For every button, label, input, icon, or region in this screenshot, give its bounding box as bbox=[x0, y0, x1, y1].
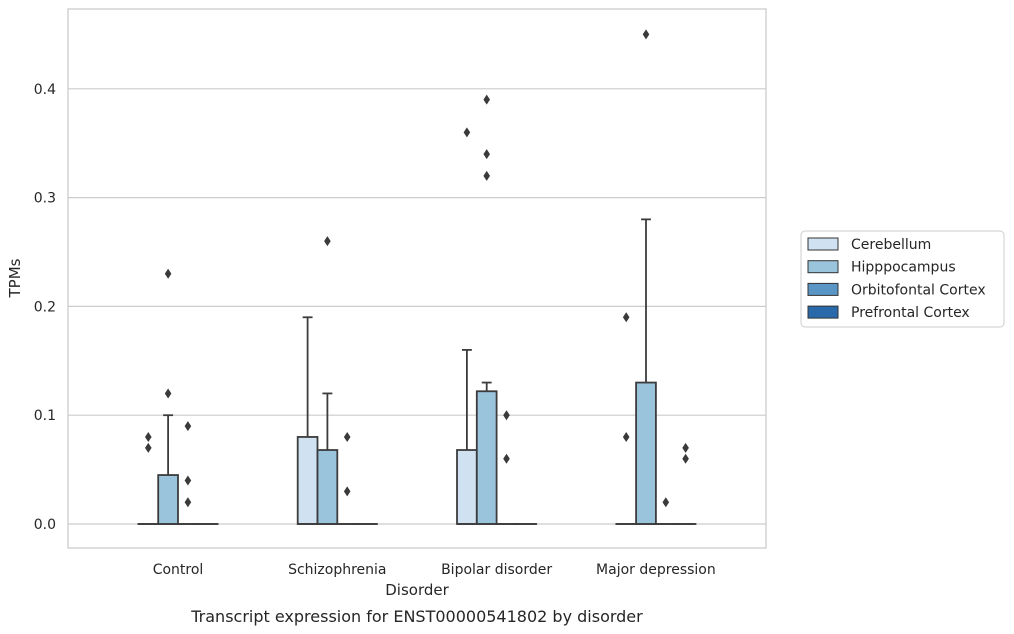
box-2-0 bbox=[177, 421, 199, 525]
outlier-point bbox=[622, 312, 630, 323]
box-body bbox=[456, 449, 478, 525]
box-body bbox=[157, 474, 179, 525]
y-axis-title: TPMs bbox=[6, 258, 24, 298]
outlier-point bbox=[622, 431, 630, 442]
y-tick-label: 0.1 bbox=[34, 408, 56, 424]
box-body bbox=[296, 436, 319, 525]
legend-swatch bbox=[807, 260, 839, 274]
outlier-point bbox=[184, 421, 192, 432]
box-2-2 bbox=[495, 410, 518, 525]
outlier-point bbox=[483, 170, 490, 181]
outlier-point bbox=[184, 475, 192, 486]
legend-label: Prefrontal Cortex bbox=[851, 305, 970, 321]
legend-swatch bbox=[807, 237, 839, 251]
box-2-3 bbox=[655, 497, 677, 525]
outlier-point bbox=[682, 453, 689, 464]
y-tick-label: 0.2 bbox=[34, 299, 56, 315]
outlier-point bbox=[662, 497, 670, 508]
box-3-3 bbox=[674, 442, 697, 525]
x-axis-title: Disorder bbox=[385, 581, 449, 599]
legend-frame bbox=[800, 230, 1005, 328]
outlier-point bbox=[184, 497, 192, 508]
x-tick-label: Bipolar disorder bbox=[441, 562, 552, 578]
chart-caption: Transcript expression for ENST0000054180… bbox=[190, 607, 643, 626]
outlier-point bbox=[145, 431, 152, 442]
legend-label: Orbitofontal Cortex bbox=[851, 282, 986, 298]
x-tick-label: Control bbox=[153, 562, 204, 578]
y-tick-label: 0.4 bbox=[34, 82, 56, 98]
grid-lines bbox=[68, 88, 766, 525]
outlier-point bbox=[463, 127, 471, 138]
x-tick-label: Schizophrenia bbox=[288, 562, 386, 578]
outlier-point bbox=[682, 442, 689, 453]
box-body bbox=[475, 390, 498, 525]
outlier-point bbox=[343, 486, 351, 497]
outlier-point bbox=[145, 442, 152, 453]
outlier-point bbox=[642, 29, 650, 40]
outlier-point bbox=[343, 431, 351, 442]
outlier-point bbox=[164, 268, 172, 279]
box-marks bbox=[137, 29, 697, 525]
box-1-0 bbox=[157, 268, 179, 525]
box-0-3 bbox=[615, 312, 637, 525]
box-2-1 bbox=[336, 431, 358, 525]
outlier-point bbox=[483, 149, 490, 160]
legend: Cerebellum Hipppocampus Orbitofontal Corte… bbox=[800, 230, 1005, 328]
y-tick-label: 0.3 bbox=[34, 191, 56, 207]
y-tick-label: 0.0 bbox=[34, 517, 56, 533]
outlier-point bbox=[503, 453, 510, 464]
legend-label: Hipppocampus bbox=[851, 260, 956, 276]
x-tick-label: Major depression bbox=[596, 562, 716, 578]
plot-area-frame bbox=[67, 8, 767, 549]
box-0-1 bbox=[296, 316, 319, 525]
box-1-2 bbox=[475, 94, 498, 525]
box-0-2 bbox=[456, 127, 478, 525]
legend-swatch bbox=[807, 282, 839, 296]
outlier-point bbox=[324, 236, 331, 247]
legend-swatch bbox=[807, 305, 839, 319]
box-1-3 bbox=[635, 29, 657, 525]
x-axis-ticks: Control Schizophrenia Bipolar disorder Majo… bbox=[153, 562, 716, 578]
box-body bbox=[316, 449, 339, 525]
legend-items: Cerebellum Hipppocampus Orbitofontal Corte… bbox=[807, 237, 986, 321]
box-1-1 bbox=[316, 236, 339, 525]
box-0-0 bbox=[137, 431, 160, 525]
outlier-point bbox=[164, 388, 172, 399]
box-body bbox=[635, 381, 657, 525]
y-axis-ticks: 0.0 0.1 0.2 0.3 0.4 bbox=[34, 82, 56, 533]
legend-label: Cerebellum bbox=[851, 237, 931, 253]
outlier-point bbox=[503, 410, 510, 421]
outlier-point bbox=[483, 94, 490, 105]
